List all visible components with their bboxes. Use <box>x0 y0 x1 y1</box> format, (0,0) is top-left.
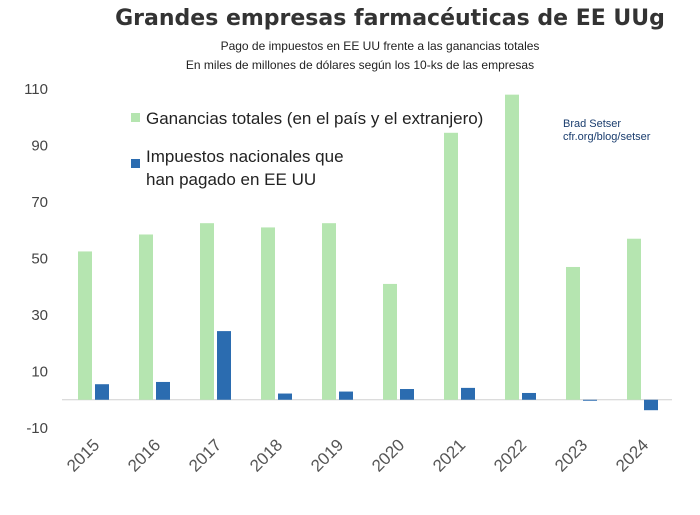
x-tick-label: 2017 <box>185 435 225 475</box>
legend-label-profits: Ganancias totales (en el país y el extra… <box>146 109 483 128</box>
bars-group <box>78 94 658 411</box>
chart-subtitle-line2: En miles de millones de dólares según lo… <box>185 58 535 72</box>
bar-profits-2015 <box>78 251 92 400</box>
bar-us-taxes-2016 <box>156 381 170 400</box>
bar-us-taxes-2019 <box>339 391 353 400</box>
bar-profits-2018 <box>261 227 275 400</box>
bar-us-taxes-2024 <box>644 399 658 411</box>
x-tick-label: 2022 <box>490 435 530 475</box>
legend-swatch-taxes <box>131 159 140 168</box>
y-tick-label: 110 <box>24 81 48 98</box>
x-axis-ticks: 2015 2016 2017 2018 2019 2020 2021 2022 2023 2024 <box>63 435 652 475</box>
x-tick-label: 2021 <box>429 435 469 475</box>
chart-title: Grandes empresas farmacéuticas de EE UUg <box>115 6 665 31</box>
legend-label-taxes-line2: han pagado en EE UU <box>146 170 316 189</box>
bar-us-taxes-2020 <box>400 389 414 400</box>
credit-author: Brad Setser <box>563 118 621 130</box>
legend: Ganancias totales (en el país y el extra… <box>131 109 483 189</box>
legend-label-taxes-line1: Impuestos nacionales que <box>146 147 344 166</box>
x-tick-label: 2018 <box>246 435 286 475</box>
bar-profits-2023 <box>566 266 580 400</box>
bar-profits-2024 <box>627 238 641 400</box>
y-tick-label: 90 <box>31 138 48 155</box>
y-tick-label: 50 <box>31 251 48 268</box>
credit-url: cfr.org/blog/setser <box>563 131 651 143</box>
y-tick-label: 30 <box>31 307 48 324</box>
x-tick-label: 2015 <box>63 435 103 475</box>
legend-swatch-profits <box>131 113 140 122</box>
y-tick-label: 70 <box>31 194 48 211</box>
bar-profits-2021 <box>444 132 458 400</box>
x-tick-label: 2020 <box>368 435 408 475</box>
x-tick-label: 2019 <box>307 435 347 475</box>
y-tick-label: 10 <box>31 364 48 381</box>
bar-profits-2017 <box>200 223 214 400</box>
bar-us-taxes-2022 <box>522 392 536 400</box>
x-tick-label: 2016 <box>124 435 164 475</box>
bar-profits-2022 <box>505 94 519 400</box>
bar-profits-2020 <box>383 283 397 400</box>
x-tick-label: 2023 <box>551 435 591 475</box>
chart-subtitle-line1: Pago de impuestos en EE UU frente a las … <box>220 39 540 53</box>
bar-profits-2016 <box>139 234 153 400</box>
bar-us-taxes-2015 <box>95 384 109 400</box>
bar-us-taxes-2017 <box>217 331 231 400</box>
bar-us-taxes-2018 <box>278 393 292 400</box>
y-tick-label: -10 <box>26 420 48 437</box>
bar-us-taxes-2021 <box>461 387 475 400</box>
y-axis-ticks: 110 90 70 50 30 10 -10 <box>24 81 48 437</box>
bar-us-taxes-2023 <box>583 399 597 401</box>
x-tick-label: 2024 <box>612 435 652 475</box>
bar-profits-2019 <box>322 223 336 400</box>
